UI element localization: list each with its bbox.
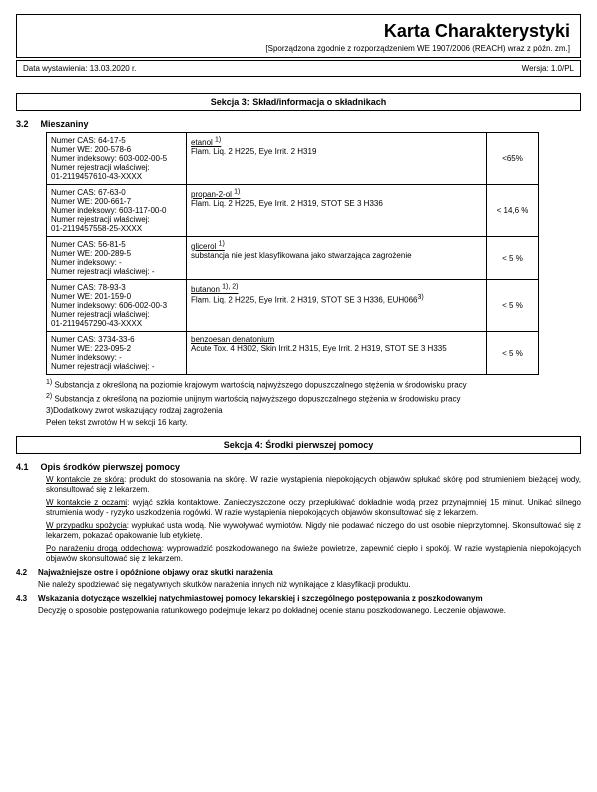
- concentration-cell: <65%: [487, 133, 539, 185]
- section-4-3-body: Decyzję o sposobie postępowania ratunkow…: [38, 606, 581, 616]
- hazard-cell: butanon 1), 2)Flam. Liq. 2 H225, Eye Irr…: [187, 280, 487, 332]
- table-row: Numer CAS: 67-63-0Numer WE: 200-661-7Num…: [47, 185, 539, 237]
- paragraph: W kontakcie ze skórą: produkt do stosowa…: [46, 475, 581, 495]
- hazard-cell: glicerol 1)substancja nie jest klasyfiko…: [187, 237, 487, 280]
- identifiers-cell: Numer CAS: 56-81-5Numer WE: 200-289-5Num…: [47, 237, 187, 280]
- paragraph: W przypadku spożycia: wypłukać usta wodą…: [46, 521, 581, 541]
- identifiers-cell: Numer CAS: 67-63-0Numer WE: 200-661-7Num…: [47, 185, 187, 237]
- section-3-title: Sekcja 3: Skład/informacja o składnikach: [16, 93, 581, 111]
- table-row: Numer CAS: 3734-33-6Numer WE: 223-095-2N…: [47, 332, 539, 375]
- section-subtitle: Mieszaniny: [41, 119, 89, 129]
- section-4-3: 4.3 Wskazania dotyczące wszelkiej natych…: [46, 594, 581, 616]
- hazard-cell: benzoesan denatoniumAcute Tox. 4 H302, S…: [187, 332, 487, 375]
- section-4-2-body: Nie należy spodziewać się negatywnych sk…: [38, 580, 581, 590]
- footnote: 3)Dodatkowy zwrot wskazujący rodzaj zagr…: [46, 406, 581, 416]
- section-4-2-title: Najważniejsze ostre i opóźnione objawy o…: [38, 568, 581, 578]
- section-4-1-body: W kontakcie ze skórą: produkt do stosowa…: [46, 475, 581, 564]
- version: Wersja: 1.0/PL: [516, 61, 580, 76]
- section-num: 4.3: [16, 594, 38, 616]
- meta-row: Data wystawienia: 13.03.2020 r. Wersja: …: [16, 60, 581, 77]
- paragraph: W kontakcie z oczami: wyjąć szkła kontak…: [46, 498, 581, 518]
- section-4-title: Sekcja 4: Środki pierwszej pomocy: [16, 436, 581, 454]
- section-4-1-heading: 4.1 Opis środków pierwszej pomocy: [16, 460, 581, 475]
- section-3-2-heading: 3.2 Mieszaniny: [16, 117, 581, 132]
- hazard-cell: propan-2-ol 1)Flam. Liq. 2 H225, Eye Irr…: [187, 185, 487, 237]
- identifiers-cell: Numer CAS: 78-93-3Numer WE: 201-159-0Num…: [47, 280, 187, 332]
- table-row: Numer CAS: 64-17-5Numer WE: 200-578-6Num…: [47, 133, 539, 185]
- concentration-cell: < 14,6 %: [487, 185, 539, 237]
- section-4-2: 4.2 Najważniejsze ostre i opóźnione obja…: [46, 568, 581, 590]
- section-num: 3.2: [16, 119, 38, 129]
- issue-date: Data wystawienia: 13.03.2020 r.: [17, 61, 516, 76]
- footnotes: 1) Substancja z określoną na poziomie kr…: [46, 379, 581, 428]
- concentration-cell: < 5 %: [487, 237, 539, 280]
- identifiers-cell: Numer CAS: 3734-33-6Numer WE: 223-095-2N…: [47, 332, 187, 375]
- section-num: 4.2: [16, 568, 38, 590]
- footnote: 1) Substancja z określoną na poziomie kr…: [46, 379, 581, 391]
- section-num: 4.1: [16, 462, 38, 472]
- footnote: 2) Substancja z określoną na poziomie un…: [46, 393, 581, 405]
- title-bar: Karta Charakterystyki [Sporządzona zgodn…: [16, 14, 581, 58]
- hazard-cell: etanol 1)Flam. Liq. 2 H225, Eye Irrit. 2…: [187, 133, 487, 185]
- table-row: Numer CAS: 56-81-5Numer WE: 200-289-5Num…: [47, 237, 539, 280]
- paragraph: Po narażeniu drogą oddechową: wyprowadzi…: [46, 544, 581, 564]
- document-title: Karta Charakterystyki: [27, 21, 570, 42]
- identifiers-cell: Numer CAS: 64-17-5Numer WE: 200-578-6Num…: [47, 133, 187, 185]
- footnote: Pełen tekst zwrotów H w sekcji 16 karty.: [46, 418, 581, 428]
- section-subtitle: Opis środków pierwszej pomocy: [41, 462, 181, 472]
- section-4-3-title: Wskazania dotyczące wszelkiej natychmias…: [38, 594, 581, 604]
- concentration-cell: < 5 %: [487, 280, 539, 332]
- document-subtitle: [Sporządzona zgodnie z rozporządzeniem W…: [27, 44, 570, 53]
- ingredients-table: Numer CAS: 64-17-5Numer WE: 200-578-6Num…: [46, 132, 539, 375]
- concentration-cell: < 5 %: [487, 332, 539, 375]
- table-row: Numer CAS: 78-93-3Numer WE: 201-159-0Num…: [47, 280, 539, 332]
